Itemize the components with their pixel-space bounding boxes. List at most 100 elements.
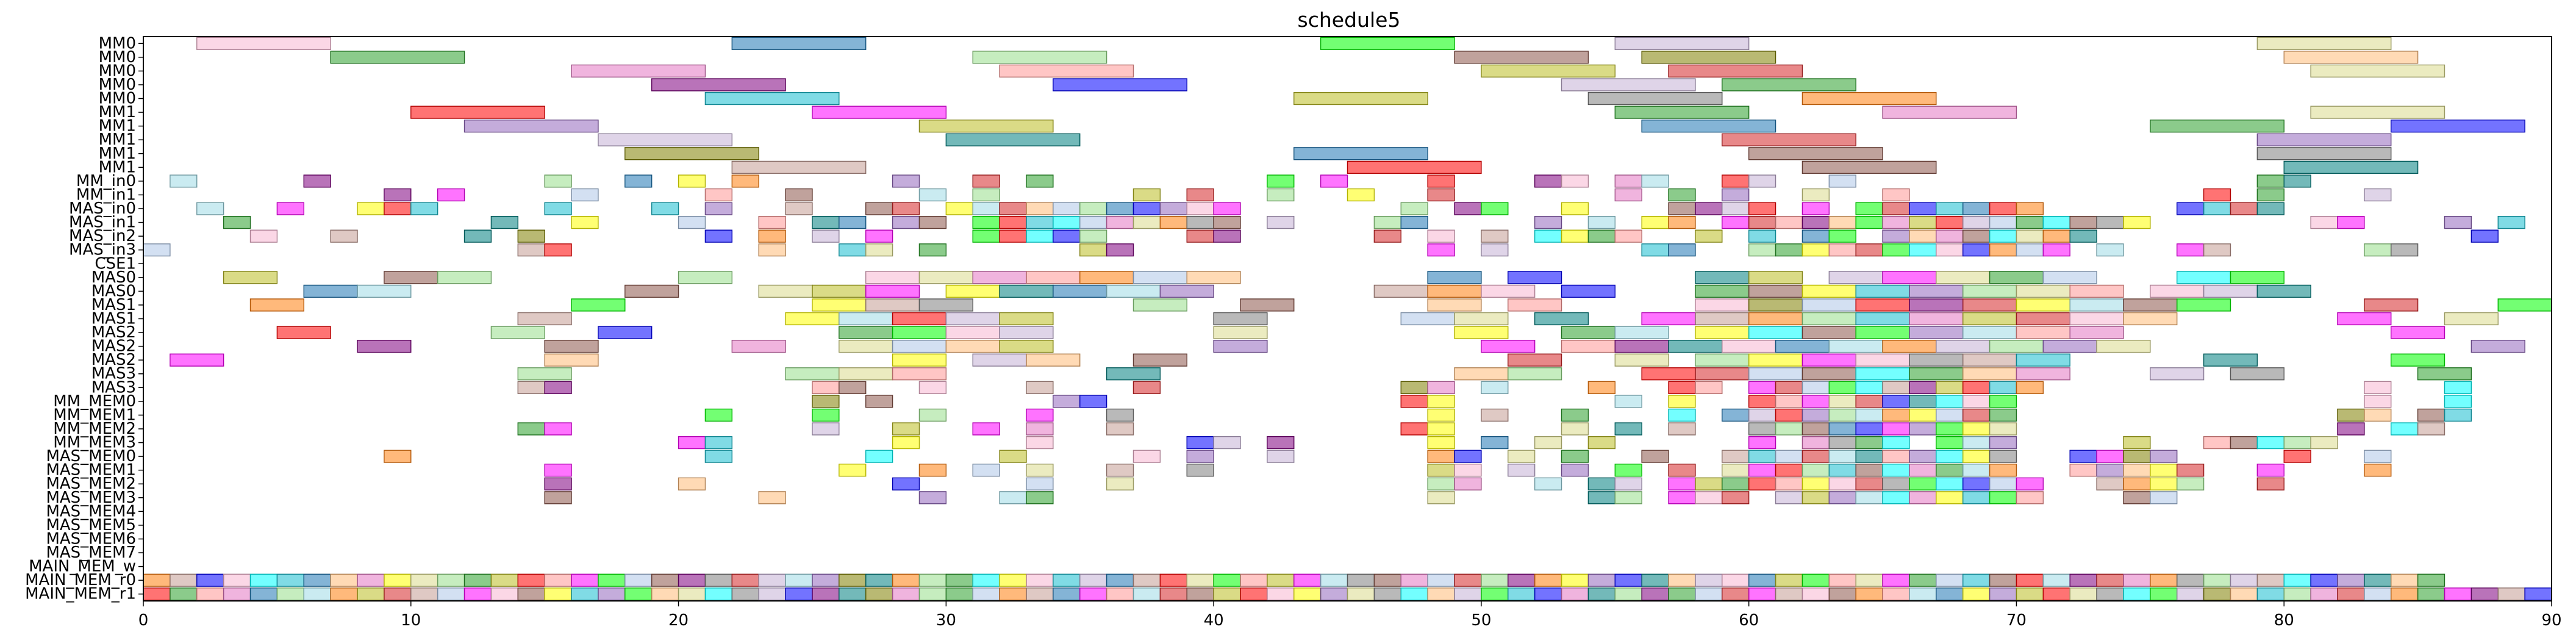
task-bar-23 <box>410 106 545 119</box>
task-bar-357 <box>1213 339 1268 353</box>
task-bar-372 <box>544 353 599 367</box>
row-label: MM0 <box>99 76 136 94</box>
task-bar-47 <box>544 174 572 188</box>
task-bar-196 <box>1695 229 1723 243</box>
task-bar-546 <box>1936 450 1964 463</box>
main-mem-r1-bar-15 <box>544 587 572 601</box>
main-mem-r1-bar-59 <box>1722 587 1750 601</box>
row-label: MAS_in2 <box>69 227 136 245</box>
task-bar-495 <box>1936 422 1964 436</box>
task-bar-610 <box>2096 477 2124 490</box>
task-bar-175 <box>330 229 358 243</box>
task-bar-332 <box>598 326 653 339</box>
task-bar-151 <box>1587 215 1615 229</box>
task-bar-534 <box>1454 450 1482 463</box>
task-bar-73 <box>1132 188 1161 202</box>
task-bar-115 <box>1748 202 1776 215</box>
main-mem-r0-bar-14 <box>517 573 545 587</box>
task-bar-420 <box>1775 381 1803 394</box>
task-bar-30 <box>1641 120 1776 133</box>
task-bar-168 <box>2096 215 2124 229</box>
task-bar-586 <box>544 477 572 490</box>
task-bar-388 <box>517 367 572 381</box>
task-bar-273 <box>1427 284 1482 298</box>
task-bar-525 <box>2310 436 2338 450</box>
main-mem-r1-bar-61 <box>1775 587 1803 601</box>
task-bar-589 <box>1026 477 1054 490</box>
task-bar-544 <box>1882 450 1910 463</box>
main-mem-r0-bar-5 <box>276 573 304 587</box>
main-mem-r0-bar-18 <box>624 573 653 587</box>
task-bar-502 <box>704 436 733 450</box>
task-bar-199 <box>1828 229 1856 243</box>
task-bar-314 <box>1213 312 1268 326</box>
main-mem-r1-bar-6 <box>303 587 331 601</box>
task-bar-635 <box>2016 491 2044 505</box>
task-bar-187 <box>1186 229 1214 243</box>
task-bar-622 <box>1614 491 1642 505</box>
main-mem-r0-bar-71 <box>2042 573 2070 587</box>
main-mem-r0-bar-81 <box>2310 573 2338 587</box>
task-bar-281 <box>1962 284 2017 298</box>
main-mem-r0-bar-31 <box>972 573 1000 587</box>
task-bar-427 <box>1962 381 1991 394</box>
task-bar-396 <box>1695 367 1750 381</box>
task-bar-351 <box>544 339 599 353</box>
task-bar-253 <box>1748 271 1803 284</box>
main-mem-r0-bar-22 <box>731 573 759 587</box>
task-bar-244 <box>918 271 973 284</box>
task-bar-573 <box>1855 464 1883 477</box>
task-bar-223 <box>1775 243 1803 257</box>
task-bar-6 <box>972 51 1107 64</box>
main-mem-r1-bar-22 <box>731 587 759 601</box>
task-bar-379 <box>1695 353 1750 367</box>
task-bar-616 <box>758 491 786 505</box>
task-bar-163 <box>1962 215 1991 229</box>
task-bar-267 <box>945 284 1000 298</box>
task-bar-536 <box>1561 450 1589 463</box>
task-bar-218 <box>1427 243 1455 257</box>
task-bar-627 <box>1801 491 1830 505</box>
task-bar-61 <box>1722 174 1750 188</box>
task-bar-543 <box>1855 450 1883 463</box>
task-bar-149 <box>1400 215 1428 229</box>
task-bar-514 <box>1828 436 1856 450</box>
task-bar-220 <box>1641 243 1669 257</box>
task-bar-597 <box>1695 477 1723 490</box>
task-bar-91 <box>544 202 572 215</box>
main-mem-r1-bar-24 <box>785 587 813 601</box>
task-bar-472 <box>2337 408 2365 422</box>
main-mem-r0-bar-80 <box>2283 573 2311 587</box>
task-bar-185 <box>1053 229 1081 243</box>
task-bar-86 <box>196 202 224 215</box>
row-label: MAS2 <box>91 337 136 356</box>
task-bar-377 <box>1508 353 1562 367</box>
task-bar-139 <box>1026 215 1054 229</box>
task-bar-251 <box>1508 271 1562 284</box>
main-mem-r0-bar-79 <box>2256 573 2284 587</box>
main-mem-r1-bar-42 <box>1267 587 1295 601</box>
task-bar-540 <box>1775 450 1803 463</box>
task-bar-158 <box>1828 215 1856 229</box>
task-bar-353 <box>839 339 893 353</box>
task-bar-565 <box>1561 464 1589 477</box>
task-bar-101 <box>1053 202 1081 215</box>
task-bar-593 <box>1534 477 1562 490</box>
task-bar-374 <box>972 353 1027 367</box>
main-mem-r1-bar-41 <box>1240 587 1268 601</box>
x-tick-label: 30 <box>936 611 956 630</box>
task-bar-17 <box>1561 78 1696 92</box>
task-bar-581 <box>2123 464 2151 477</box>
main-mem-r0-bar-43 <box>1293 573 1322 587</box>
task-bar-278 <box>1801 284 1856 298</box>
main-mem-r0-bar-30 <box>945 573 973 587</box>
task-bar-503 <box>892 436 920 450</box>
main-mem-r1-bar-68 <box>1962 587 1991 601</box>
task-bar-430 <box>2364 381 2392 394</box>
task-bar-35 <box>1722 133 1856 146</box>
task-bar-524 <box>2283 436 2311 450</box>
x-tick-label: 60 <box>1739 611 1759 630</box>
task-bar-203 <box>1962 229 1991 243</box>
task-bar-88 <box>357 202 385 215</box>
task-bar-105 <box>1159 202 1187 215</box>
